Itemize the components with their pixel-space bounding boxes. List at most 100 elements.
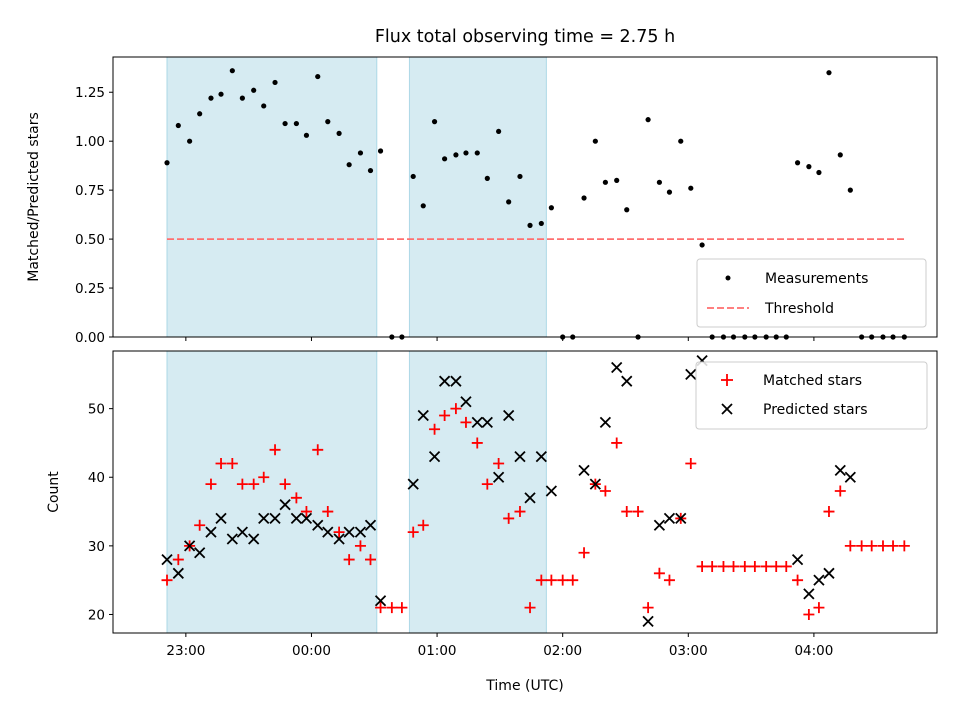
measurement-point xyxy=(688,185,694,191)
observing-window-1 xyxy=(166,56,378,338)
threshold-legend-label: Threshold xyxy=(764,301,834,317)
predicted-star-point xyxy=(545,485,558,497)
ratio-panel-frame xyxy=(112,56,938,338)
measurement-point xyxy=(218,91,224,97)
matched-star-point xyxy=(545,574,557,586)
measurement-point xyxy=(506,199,512,205)
matched-star-point xyxy=(290,492,302,504)
measurement-point xyxy=(261,103,267,109)
predicted-star-point xyxy=(407,478,419,490)
matched-legend-label: Matched stars xyxy=(763,373,862,389)
predicted-star-point xyxy=(236,526,249,538)
matched-star-point xyxy=(877,540,889,552)
predicted-star-point xyxy=(791,553,804,566)
matched-star-point xyxy=(856,540,868,552)
measurement-point xyxy=(208,95,214,101)
matched-star-point xyxy=(844,540,856,552)
predicted-star-point xyxy=(492,471,505,483)
measurement-point xyxy=(548,205,554,211)
matched-star-point xyxy=(429,423,441,435)
matched-star-point xyxy=(417,519,429,531)
measurement-point xyxy=(175,122,181,129)
measurement-point xyxy=(251,87,257,93)
measurement-point xyxy=(197,111,203,117)
matched-star-point xyxy=(567,574,579,586)
ratio-legend-box xyxy=(696,258,927,328)
x-tick-label: 00:00 xyxy=(292,643,331,659)
y-tick-label: 0.50 xyxy=(75,232,105,248)
measurements-legend-label: Measurements xyxy=(765,271,868,287)
predicted-star-point xyxy=(215,512,227,525)
matched-star-point xyxy=(642,602,654,614)
y-tick-label: 0.25 xyxy=(75,281,105,297)
predicted-star-point xyxy=(226,533,238,545)
predicted-star-point xyxy=(589,478,601,490)
matched-star-point xyxy=(760,560,772,572)
predicted-star-point xyxy=(364,519,377,531)
y-tick-label: 0.00 xyxy=(75,330,105,346)
predicted-legend-marker xyxy=(721,403,733,415)
measurement-point xyxy=(837,152,843,158)
measurement-point xyxy=(517,173,523,180)
measurement-point xyxy=(474,150,480,156)
count-x-ticks: 23:00 00:00 01:00 02:00 03:00 04:00 xyxy=(166,633,833,659)
measurement-point xyxy=(410,173,416,180)
observing-window-2 xyxy=(408,350,547,634)
measurement-point xyxy=(315,73,321,80)
predicted-star-point xyxy=(481,416,493,428)
matched-star-point xyxy=(803,608,815,620)
y-tick-label: 0.75 xyxy=(75,183,105,199)
matched-star-point xyxy=(663,574,675,586)
ratio-legend: Measurements Threshold xyxy=(696,258,927,328)
measurement-point xyxy=(325,119,331,125)
predicted-star-point xyxy=(194,547,206,559)
ratio-markers xyxy=(164,68,907,340)
count-y-axis-label: Count xyxy=(46,471,62,513)
matched-star-point xyxy=(375,602,387,614)
y-tick-label: 40 xyxy=(88,470,105,486)
predicted-star-point xyxy=(161,553,173,566)
matched-star-point xyxy=(439,409,451,421)
measurement-point xyxy=(336,130,342,136)
observing-window-1 xyxy=(166,350,378,634)
matched-star-point xyxy=(739,560,751,572)
count-legend: Matched stars Predicted stars xyxy=(695,361,928,430)
measurement-point xyxy=(463,150,469,156)
matched-star-point xyxy=(460,416,472,428)
matched-star-point xyxy=(215,458,227,470)
predicted-legend-label: Predicted stars xyxy=(763,402,868,418)
matched-star-point xyxy=(503,512,515,524)
x-tick-label: 02:00 xyxy=(543,643,582,659)
matched-star-point xyxy=(322,506,334,518)
matched-star-point xyxy=(354,540,366,552)
matched-star-point xyxy=(493,458,505,470)
predicted-star-point xyxy=(290,512,303,525)
matched-star-point xyxy=(535,574,547,586)
chart-title: Flux total observing time = 2.75 h xyxy=(375,27,675,47)
matched-star-point xyxy=(611,437,623,449)
predicted-star-point xyxy=(333,533,345,545)
matched-star-point xyxy=(407,526,419,538)
matched-star-point xyxy=(823,506,835,518)
measurement-point xyxy=(496,128,502,135)
matched-star-point xyxy=(269,444,281,456)
matched-star-point xyxy=(300,506,312,518)
predicted-star-point xyxy=(823,567,835,579)
x-tick-label: 03:00 xyxy=(669,643,708,659)
predicted-star-point xyxy=(514,451,526,463)
matched-star-point xyxy=(481,478,493,490)
matched-star-point xyxy=(205,478,217,490)
count-y-ticks: 20 30 40 50 xyxy=(88,402,113,623)
measurement-point xyxy=(614,177,620,183)
y-tick-label: 50 xyxy=(88,402,105,418)
measurement-point xyxy=(346,162,352,168)
predicted-star-point xyxy=(524,492,536,504)
measurement-point xyxy=(816,169,822,176)
predicted-star-point xyxy=(578,464,590,477)
measurement-point xyxy=(272,79,278,86)
predicted-star-point xyxy=(621,375,633,387)
measurement-point xyxy=(377,148,384,154)
measurement-point xyxy=(303,132,310,138)
predicted-star-point xyxy=(438,375,451,387)
